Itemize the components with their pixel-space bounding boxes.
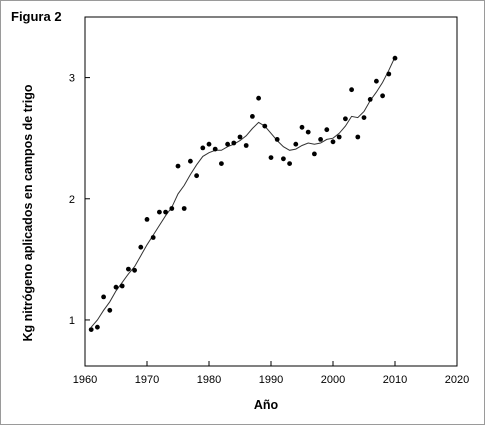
data-point xyxy=(144,217,150,222)
data-point xyxy=(268,155,274,161)
x-tick-label: 1970 xyxy=(135,374,159,386)
data-point xyxy=(107,307,113,313)
data-point xyxy=(355,134,361,140)
data-point xyxy=(194,173,200,179)
data-point xyxy=(281,156,286,162)
data-point xyxy=(163,209,169,215)
trend-line xyxy=(90,56,396,328)
data-point xyxy=(132,267,138,273)
figure-label: Figura 2 xyxy=(11,9,62,24)
data-point xyxy=(175,163,181,169)
axis-tick-labels: 1960 1970 1980 1990 2000 2010 2020 1 2 3 xyxy=(69,73,469,386)
y-tick-label: 2 xyxy=(69,194,75,206)
plot-area xyxy=(84,16,458,367)
data-point xyxy=(318,137,323,142)
axis-ticks xyxy=(84,77,458,366)
trend-line-layer xyxy=(90,56,396,328)
data-point xyxy=(138,244,144,250)
data-point xyxy=(169,206,175,211)
data-point xyxy=(181,206,187,211)
data-point xyxy=(380,93,385,99)
data-point xyxy=(299,124,305,130)
data-point xyxy=(343,116,348,122)
data-point xyxy=(157,209,162,215)
data-point xyxy=(219,161,224,167)
data-point xyxy=(88,327,94,332)
data-point xyxy=(256,95,261,101)
y-tick-label: 1 xyxy=(69,315,75,327)
data-point xyxy=(200,145,206,151)
data-point xyxy=(95,324,100,330)
data-point xyxy=(225,141,231,147)
data-point xyxy=(212,146,218,152)
x-tick-label: 2010 xyxy=(383,374,407,386)
data-point xyxy=(113,284,119,290)
data-point xyxy=(324,127,330,133)
x-tick-label: 2000 xyxy=(321,374,345,386)
data-point xyxy=(361,115,367,120)
data-point xyxy=(367,97,373,102)
data-point xyxy=(119,283,125,289)
data-point xyxy=(305,129,311,135)
x-tick-label: 1960 xyxy=(73,374,97,386)
data-point xyxy=(188,158,193,164)
data-point xyxy=(374,78,379,84)
data-point xyxy=(274,137,280,142)
data-point xyxy=(349,87,354,93)
data-point xyxy=(206,141,212,147)
data-point xyxy=(237,134,243,140)
data-point xyxy=(330,139,336,145)
x-axis-label: Año xyxy=(253,398,279,412)
x-tick-label: 1980 xyxy=(197,374,221,386)
data-point xyxy=(392,55,398,61)
data-point xyxy=(312,151,317,157)
data-point xyxy=(386,71,392,77)
data-point xyxy=(336,134,342,140)
data-point xyxy=(101,294,106,300)
y-tick-label: 3 xyxy=(69,73,75,85)
data-point xyxy=(150,235,156,240)
x-tick-label: 1990 xyxy=(259,374,283,386)
data-point xyxy=(243,143,249,148)
data-point xyxy=(287,161,292,167)
data-point xyxy=(262,123,268,129)
data-point xyxy=(293,141,299,147)
x-tick-label: 2020 xyxy=(445,374,469,386)
data-point xyxy=(125,266,131,272)
data-point xyxy=(250,114,255,119)
data-points-layer xyxy=(88,55,398,332)
data-point xyxy=(231,140,237,146)
